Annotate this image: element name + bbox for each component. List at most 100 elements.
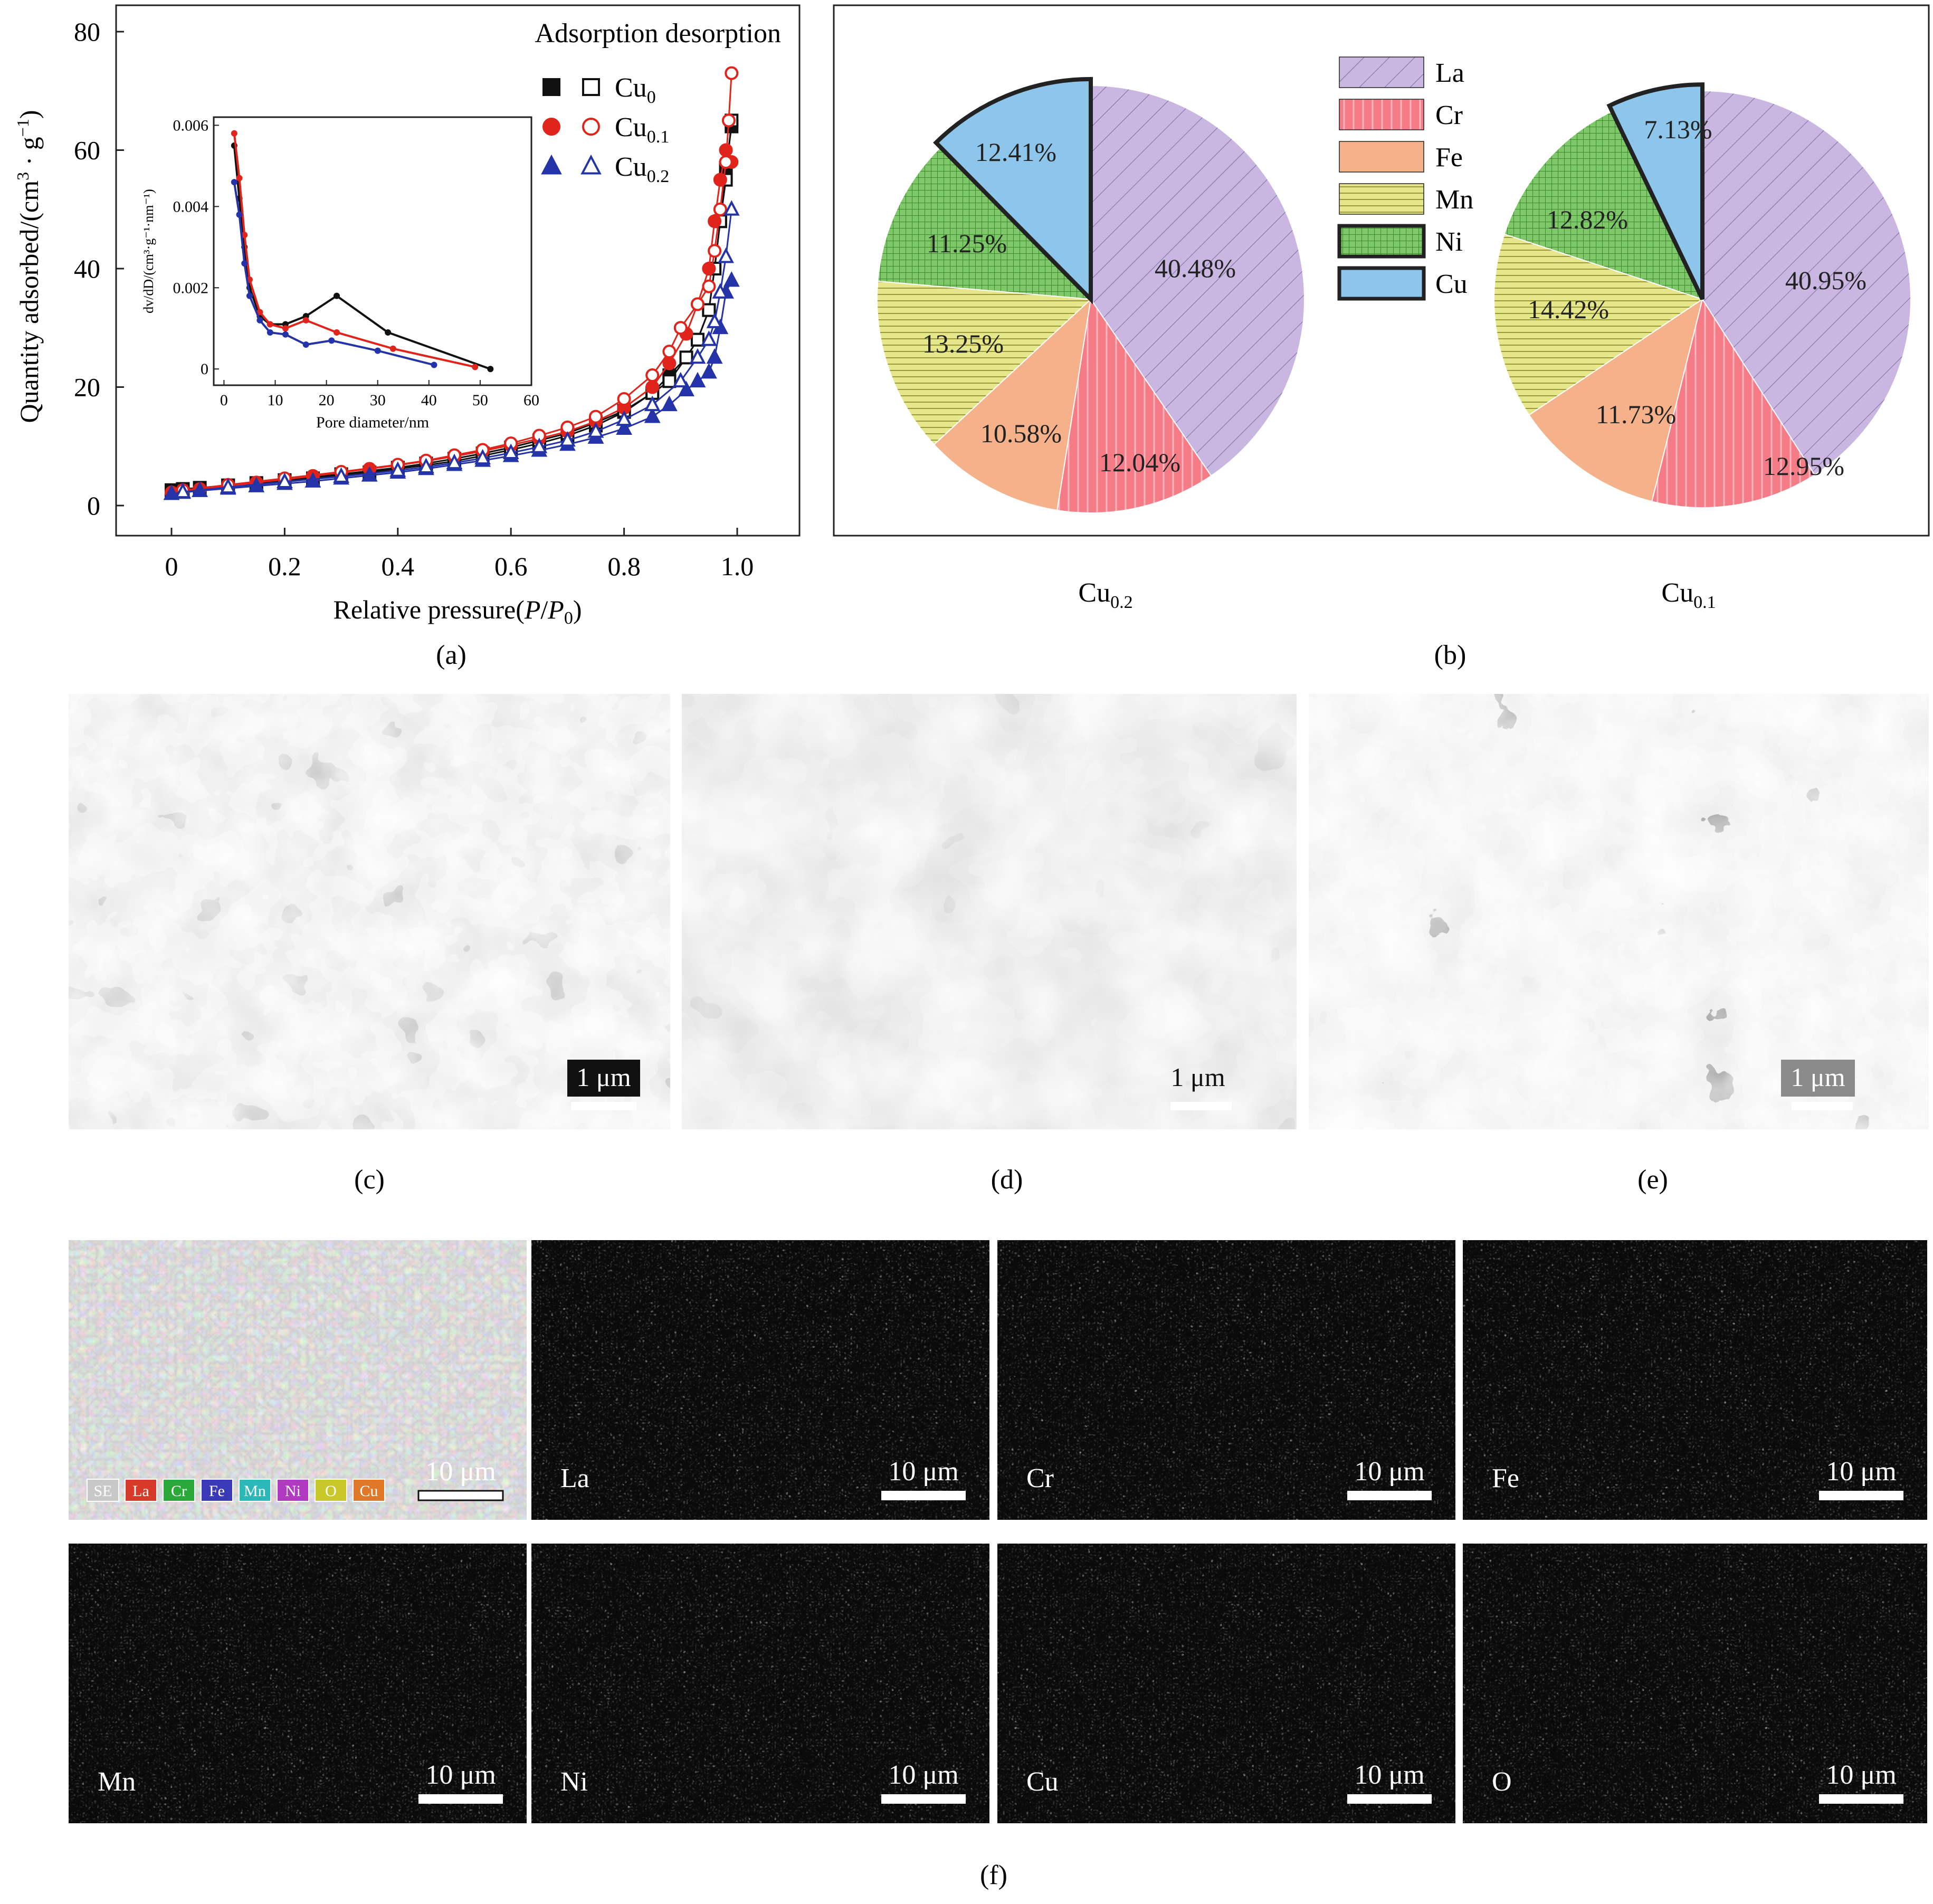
pie-caption: Cu0.1: [1661, 578, 1716, 612]
pie-slice-label: 13.25%: [922, 329, 1004, 358]
inset-point: [256, 317, 263, 323]
inset-series-Cu0.2: [231, 179, 437, 368]
data-point: [417, 458, 434, 473]
map-signal: [531, 1240, 989, 1520]
data-point: [702, 303, 716, 317]
data-point: [175, 482, 191, 499]
map-element-label: Ni: [560, 1767, 588, 1797]
data-point: [304, 472, 321, 488]
sem-image-c: 1 μm: [69, 694, 670, 1129]
sem-image-d: 1 μm: [682, 694, 1297, 1129]
inset-frame: [213, 116, 532, 386]
map-scale-label: 10 μm: [1354, 1760, 1424, 1790]
composite-legend-chip: [87, 1479, 119, 1502]
inset-x-tick-label: 10: [268, 392, 283, 409]
pie-slice-cr: [1056, 298, 1212, 514]
eds-map-mn: Mn 10 μm: [69, 1544, 527, 1823]
data-point: [616, 419, 633, 435]
eds-map-cu: Cu 10 μm: [997, 1544, 1455, 1823]
data-point: [582, 78, 600, 96]
pie-cu01: 40.95% 12.95% 11.73% 14.42% 12.82% 7.13%: [1493, 82, 1911, 509]
y-tick-label: 0: [87, 491, 100, 520]
data-point: [589, 410, 603, 424]
map-scale-label: 10 μm: [425, 1760, 496, 1790]
data-point: [672, 372, 689, 388]
data-point: [389, 461, 406, 477]
inset-point: [328, 337, 335, 344]
inset-point: [246, 292, 253, 299]
inset-x-label: Pore diameter/nm: [316, 414, 429, 431]
map-signal: [997, 1240, 1455, 1520]
data-point: [502, 443, 519, 459]
scale-bar-c: [571, 1102, 636, 1110]
data-point: [644, 395, 661, 412]
data-point: [690, 297, 704, 311]
legend-a: Cu0 Cu0.1 Cu0.2: [541, 73, 669, 186]
inset-x-tick-label: 20: [319, 392, 335, 409]
composite-legend-chip: [201, 1479, 233, 1502]
data-point: [690, 332, 704, 347]
map-scale-label: 10 μm: [1826, 1456, 1896, 1487]
pie-slice-fe: [1528, 298, 1703, 502]
inset-y-tick-label: 0.006: [173, 117, 209, 134]
data-point: [645, 368, 660, 383]
map-element-label: Cu: [1026, 1767, 1059, 1797]
inset-point: [472, 364, 479, 370]
data-point: [673, 321, 688, 335]
data-point: [678, 380, 694, 397]
inset-point: [236, 211, 243, 218]
composite-legend-text: Fe: [209, 1482, 225, 1500]
x-tick-label: 0.2: [268, 551, 301, 581]
data-point: [644, 407, 661, 423]
y-tick-label: 40: [74, 254, 100, 283]
map-signal: [997, 1544, 1455, 1823]
panel-label-b: (b): [1434, 640, 1467, 670]
map-element-label: Fe: [1492, 1463, 1519, 1493]
inset-point: [282, 331, 289, 338]
composite-legend-chip: [239, 1479, 271, 1502]
eds-map-o: O 10 μm: [1463, 1544, 1927, 1823]
x-tick-label: 0: [165, 551, 178, 581]
inset-point: [266, 329, 273, 336]
map-element-label: La: [560, 1463, 589, 1493]
inset-y-tick-label: 0.004: [173, 198, 209, 215]
data-point: [723, 271, 740, 287]
inset-point: [487, 366, 494, 373]
pie-slice-cu: [933, 77, 1093, 304]
composite-legend-chip: [163, 1479, 195, 1502]
legend-label: Cu0.2: [615, 152, 669, 186]
pie-slice-label: 40.95%: [1785, 265, 1867, 295]
inset-x-tick-label: 40: [421, 392, 437, 409]
pie-slice-cr: [1651, 298, 1816, 509]
panel-a: 0 0.2 0.4 0.6 0.8 1.0 0 20 40 60 80 Relative press…: [13, 4, 801, 670]
pie-slice-label: 7.13%: [1644, 115, 1712, 144]
scale-bar-e: [1792, 1102, 1853, 1110]
inset-point: [282, 325, 289, 332]
map-signal: [69, 1544, 527, 1823]
map-scale-bar: [1819, 1491, 1903, 1500]
pie-slice-label: 12.82%: [1547, 205, 1628, 234]
scale-bar-d: [1170, 1102, 1232, 1110]
map-signal: [1463, 1240, 1927, 1520]
legend-label: Cu0: [615, 73, 656, 107]
data-point: [580, 154, 602, 175]
data-point: [661, 395, 678, 412]
map-scale-bar: [1819, 1794, 1903, 1804]
legend-swatch-cu: [1337, 266, 1426, 301]
pie-cu02: 40.48% 12.04% 10.58% 13.25% 11.25% 12.41%: [877, 77, 1305, 514]
eds-map-la: La 10 μm: [531, 1240, 989, 1520]
sem-image-e: 1 μm: [1309, 694, 1929, 1129]
data-point: [542, 118, 560, 136]
x-tick-label: 0.8: [607, 551, 641, 581]
data-point: [706, 348, 723, 364]
scale-label-d: 1 μm: [1170, 1062, 1225, 1092]
pie-slice-label: 40.48%: [1155, 253, 1236, 283]
legend-label: Mn: [1435, 185, 1473, 215]
inset-x-tick-label: 50: [472, 392, 488, 409]
x-tick-label: 1.0: [721, 551, 754, 581]
data-point: [587, 422, 604, 438]
legend-item: Cu0.2: [541, 152, 669, 186]
composite-legend-chip: [277, 1479, 309, 1502]
data-point: [276, 472, 293, 488]
pie-slice-cu: [1606, 82, 1705, 300]
